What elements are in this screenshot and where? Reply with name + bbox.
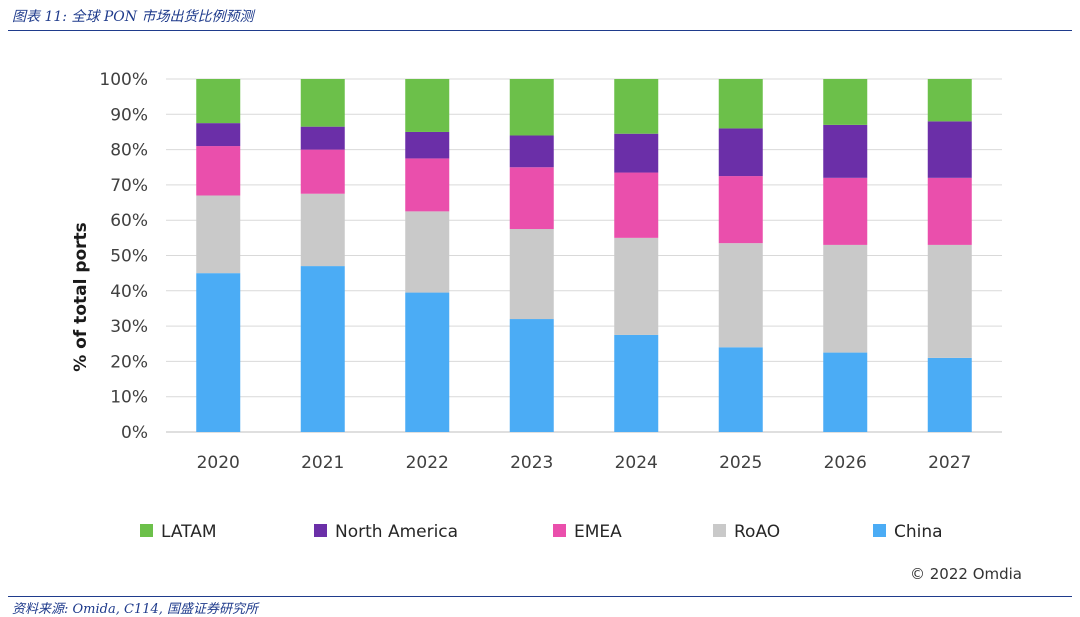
bar-north-america-2020 (196, 123, 241, 147)
x-tick-label: 2020 (197, 453, 240, 473)
x-tick-labels: 2020 2021 2022 2023 2024 2025 2026 2027 (197, 453, 972, 473)
bars (196, 79, 972, 432)
x-tick-label: 2027 (928, 453, 971, 473)
bar-roao-2020 (196, 195, 241, 274)
y-tick-label: 70% (110, 176, 148, 196)
y-tick-label: 100% (99, 70, 148, 90)
y-tick-label: 60% (110, 211, 148, 231)
legend-label-emea: EMEA (574, 522, 622, 542)
y-tick-label: 0% (121, 423, 148, 443)
y-tick-label: 10% (110, 388, 148, 408)
bar-latam-2027 (927, 79, 972, 122)
bar-china-2023 (509, 319, 554, 432)
bar-north-america-2022 (405, 131, 450, 159)
bar-china-2020 (196, 273, 241, 432)
legend-label-north-america: North America (335, 522, 458, 542)
bar-china-2027 (927, 357, 972, 432)
bar-roao-2023 (509, 229, 554, 320)
x-tick-label: 2023 (510, 453, 553, 473)
y-tick-label: 50% (110, 247, 148, 267)
bar-roao-2027 (927, 244, 972, 358)
bar-roao-2024 (614, 237, 659, 335)
bar-china-2024 (614, 334, 659, 432)
bar-north-america-2023 (509, 135, 554, 168)
legend-swatch-emea (553, 524, 566, 537)
bar-latam-2026 (823, 79, 868, 125)
bar-emea-2022 (405, 158, 450, 212)
bar-north-america-2021 (300, 126, 345, 150)
bar-emea-2023 (509, 167, 554, 230)
y-tick-label: 20% (110, 352, 148, 372)
legend-swatch-china (873, 524, 886, 537)
legend-swatch-roao (713, 524, 726, 537)
bar-emea-2020 (196, 146, 241, 196)
bar-latam-2023 (509, 79, 554, 136)
legend-label-china: China (894, 522, 943, 542)
y-tick-label: 30% (110, 317, 148, 337)
legend-swatch-north-america (314, 524, 327, 537)
copyright-text: © 2022 Omdia (910, 565, 1022, 583)
bar-roao-2026 (823, 244, 868, 353)
y-tick-label: 40% (110, 282, 148, 302)
x-tick-label: 2024 (615, 453, 658, 473)
bottom-rule (8, 596, 1072, 597)
bar-roao-2021 (300, 193, 345, 267)
bar-emea-2024 (614, 172, 659, 238)
bar-emea-2027 (927, 177, 972, 245)
bar-north-america-2024 (614, 133, 659, 173)
bar-roao-2025 (718, 243, 763, 348)
legend-swatch-latam (140, 524, 153, 537)
y-tick-label: 80% (110, 141, 148, 161)
bar-north-america-2027 (927, 121, 972, 178)
legend-label-latam: LATAM (161, 522, 217, 542)
bar-china-2025 (718, 347, 763, 432)
bar-emea-2021 (300, 149, 345, 194)
bar-latam-2022 (405, 79, 450, 132)
bar-latam-2020 (196, 79, 241, 124)
legend: LATAM North America EMEA RoAO China (140, 522, 943, 542)
bar-north-america-2025 (718, 128, 763, 177)
bar-china-2021 (300, 266, 345, 432)
gridlines (166, 78, 1002, 433)
x-tick-label: 2022 (406, 453, 449, 473)
legend-label-roao: RoAO (734, 522, 780, 542)
bar-latam-2024 (614, 79, 659, 134)
bar-emea-2025 (718, 176, 763, 244)
y-axis-label: % of total ports (71, 222, 91, 372)
top-rule (8, 30, 1072, 31)
bar-north-america-2026 (823, 124, 868, 178)
x-tick-label: 2026 (824, 453, 867, 473)
x-tick-label: 2021 (301, 453, 344, 473)
y-tick-label: 90% (110, 105, 148, 125)
source-note: 资料来源: Omida, C114, 国盛证券研究所 (12, 602, 259, 617)
bar-roao-2022 (405, 211, 450, 293)
figure-caption: 图表 11: 全球 PON 市场出货比例预测 (12, 9, 254, 25)
y-tick-labels: 0% 10% 20% 30% 40% 50% 60% 70% 80% 90% 100% (99, 70, 148, 443)
x-tick-label: 2025 (719, 453, 762, 473)
bar-latam-2025 (718, 79, 763, 129)
bar-china-2026 (823, 352, 868, 432)
bar-china-2022 (405, 292, 450, 432)
bar-emea-2026 (823, 177, 868, 245)
bar-latam-2021 (300, 79, 345, 127)
